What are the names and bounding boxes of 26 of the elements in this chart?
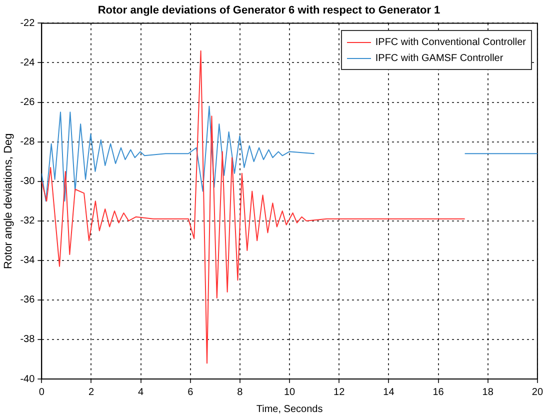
y-axis-title: Rotor angle deviations, Deg: [2, 133, 15, 269]
y-tick-label: -32: [20, 216, 36, 227]
x-tick-label: 12: [334, 386, 346, 398]
y-tick-label: -38: [20, 334, 36, 346]
x-tick-label: 18: [482, 386, 494, 398]
y-tick-label: -40: [20, 374, 36, 385]
y-tick-label: -28: [20, 136, 36, 148]
x-tick-label: 20: [532, 386, 544, 398]
y-tick-label: -34: [20, 255, 36, 266]
x-tick-label: 0: [38, 386, 45, 398]
y-tick-label: -22: [20, 18, 36, 29]
x-tick-label: 10: [284, 386, 296, 398]
x-tick-label: 6: [188, 386, 194, 398]
y-tick-label: -30: [20, 176, 36, 188]
x-tick-label: 14: [383, 386, 395, 398]
x-tick-label: 8: [237, 386, 244, 398]
y-tick-label: -26: [20, 97, 36, 108]
legend-label: IPFC with GAMSF Controller: [375, 52, 504, 64]
legend-label: IPFC with Conventional Controller: [375, 36, 526, 48]
x-tick-label: 4: [138, 386, 144, 398]
x-axis-title: Time, Seconds: [256, 404, 323, 415]
x-tick-label: 16: [432, 386, 444, 398]
y-tick-label: -36: [20, 294, 36, 306]
chart-title: Rotor angle deviations of Generator 6 with respect to Generator 1: [98, 4, 440, 17]
y-tick-label: -24: [20, 57, 36, 68]
x-tick-label: 2: [88, 386, 94, 398]
